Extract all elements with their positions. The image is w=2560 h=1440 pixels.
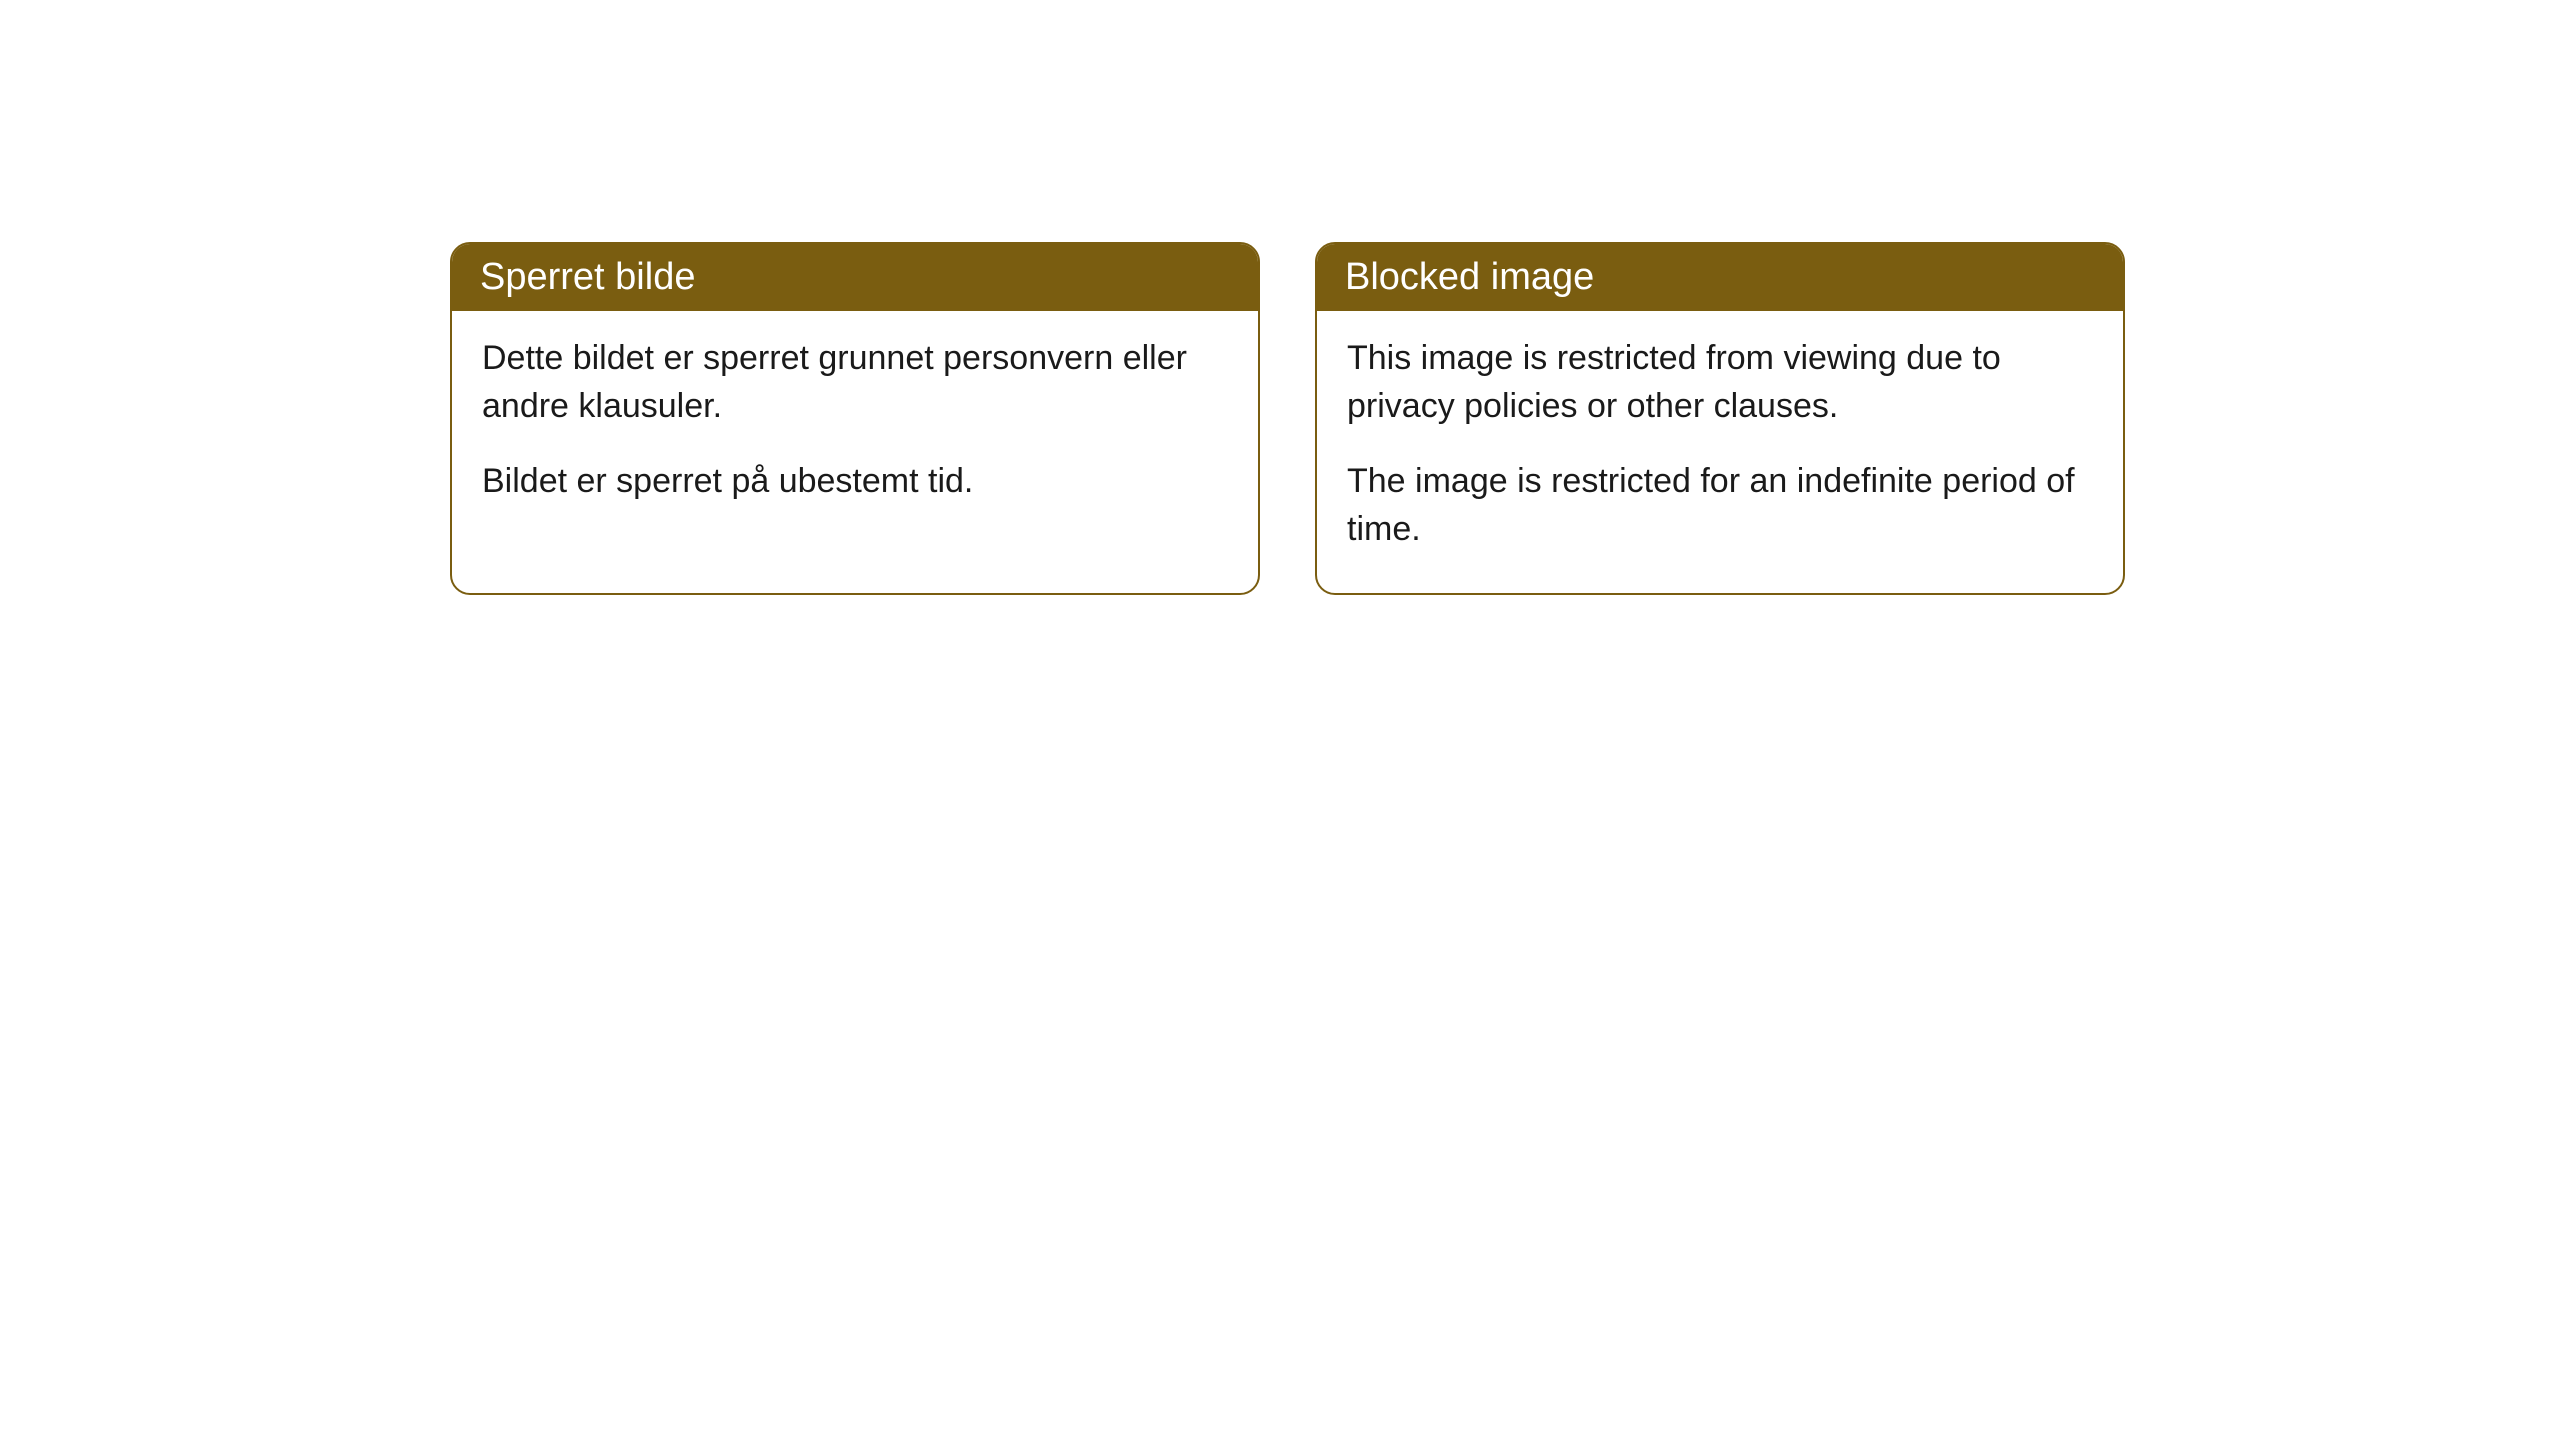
card-body-english: This image is restricted from viewing du…	[1317, 311, 2123, 593]
card-title-norwegian: Sperret bilde	[480, 256, 695, 298]
notice-card-english: Blocked image This image is restricted f…	[1315, 242, 2125, 595]
notice-cards-container: Sperret bilde Dette bildet er sperret gr…	[450, 242, 2125, 595]
card-header-english: Blocked image	[1317, 244, 2123, 311]
card-paragraph-2-norwegian: Bildet er sperret på ubestemt tid.	[482, 458, 1228, 506]
card-paragraph-2-english: The image is restricted for an indefinit…	[1347, 458, 2093, 553]
card-paragraph-1-english: This image is restricted from viewing du…	[1347, 335, 2093, 430]
notice-card-norwegian: Sperret bilde Dette bildet er sperret gr…	[450, 242, 1260, 595]
card-paragraph-1-norwegian: Dette bildet er sperret grunnet personve…	[482, 335, 1228, 430]
card-header-norwegian: Sperret bilde	[452, 244, 1258, 311]
card-body-norwegian: Dette bildet er sperret grunnet personve…	[452, 311, 1258, 546]
card-title-english: Blocked image	[1345, 256, 1594, 298]
